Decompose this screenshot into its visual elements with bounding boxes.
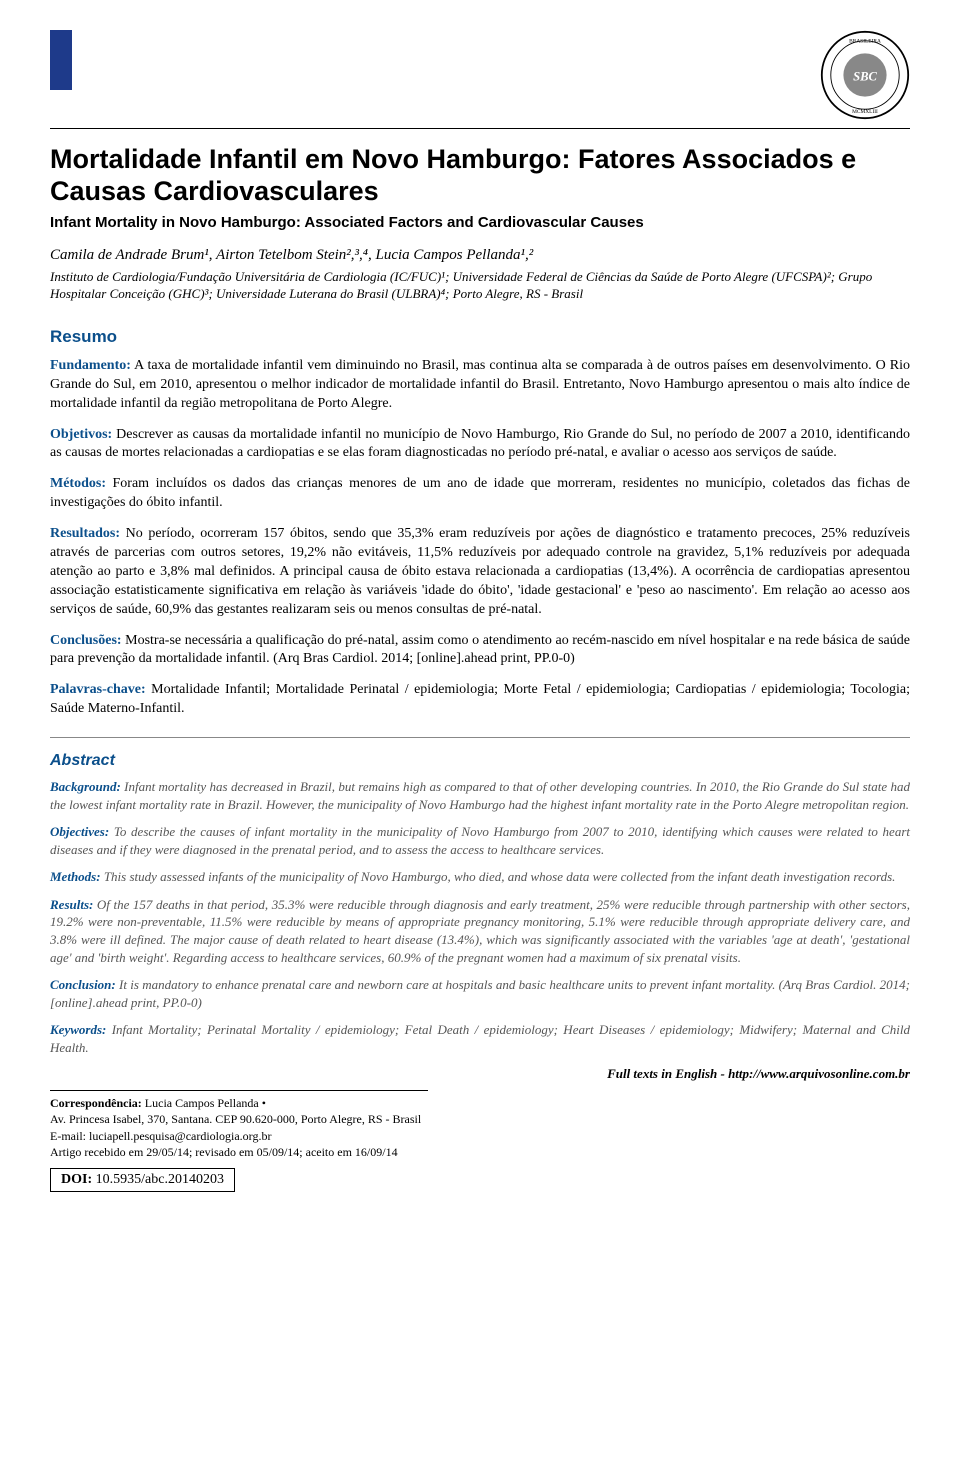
correspondence-email-line: E-mail: luciapell.pesquisa@cardiologia.o… <box>50 1128 910 1144</box>
correspondence-name: Lucia Campos Pellanda • <box>142 1096 266 1110</box>
metodos-text: Foram incluídos os dados das crianças me… <box>50 476 910 510</box>
svg-text:BRASILEIRA: BRASILEIRA <box>849 39 881 45</box>
resumo-fundamento: Fundamento: A taxa de mortalidade infant… <box>50 357 910 414</box>
email-label: E-mail: <box>50 1129 89 1143</box>
abstract-keywords: Keywords: Infant Mortality; Perinatal Mo… <box>50 1021 910 1056</box>
svg-text:SBC: SBC <box>853 69 877 83</box>
fundamento-text: A taxa de mortalidade infantil vem dimin… <box>50 358 910 411</box>
correspondence-address: Av. Princesa Isabel, 370, Santana. CEP 9… <box>50 1111 910 1127</box>
abstract-heading: Abstract <box>50 752 910 770</box>
objectives-label: Objectives: <box>50 824 109 839</box>
abstract-section: Abstract Background: Infant mortality ha… <box>50 752 910 1056</box>
abstract-conclusion: Conclusion: It is mandatory to enhance p… <box>50 976 910 1011</box>
conclusion-text: It is mandatory to enhance prenatal care… <box>50 977 910 1010</box>
metodos-label: Métodos: <box>50 476 106 491</box>
resumo-palavras-chave: Palavras-chave: Mortalidade Infantil; Mo… <box>50 681 910 719</box>
palavras-label: Palavras-chave: <box>50 682 146 697</box>
doi-label: DOI: <box>61 1172 92 1187</box>
resumo-heading: Resumo <box>50 327 910 347</box>
methods-text: This study assessed infants of the munic… <box>101 869 896 884</box>
resumo-objetivos: Objetivos: Descrever as causas da mortal… <box>50 426 910 464</box>
abstract-results: Results: Of the 157 deaths in that perio… <box>50 896 910 966</box>
article-title-en: Infant Mortality in Novo Hamburgo: Assoc… <box>50 214 910 231</box>
abstract-methods: Methods: This study assessed infants of … <box>50 868 910 886</box>
full-texts-link-line: Full texts in English - http://www.arqui… <box>50 1066 910 1082</box>
section-divider <box>50 737 910 738</box>
resultados-text: No período, ocorreram 157 óbitos, sendo … <box>50 526 910 617</box>
affiliations-line: Instituto de Cardiologia/Fundação Univer… <box>50 268 910 303</box>
abstract-objectives: Objectives: To describe the causes of in… <box>50 823 910 858</box>
objetivos-label: Objetivos: <box>50 427 112 442</box>
correspondence-dates: Artigo recebido em 29/05/14; revisado em… <box>50 1144 910 1160</box>
palavras-text: Mortalidade Infantil; Mortalidade Perina… <box>50 682 910 716</box>
correspondence-block: Correspondência: Lucia Campos Pellanda •… <box>50 1095 910 1160</box>
results-text: Of the 157 deaths in that period, 35.3% … <box>50 897 910 965</box>
doi-box: DOI: 10.5935/abc.20140203 <box>50 1168 235 1192</box>
doi-value: 10.5935/abc.20140203 <box>92 1172 224 1187</box>
objectives-text: To describe the causes of infant mortali… <box>50 824 910 857</box>
objetivos-text: Descrever as causas da mortalidade infan… <box>50 427 910 461</box>
sbc-seal-icon: BRASILEIRA MCMXLIII SBC <box>820 30 910 120</box>
conclusion-label: Conclusion: <box>50 977 116 992</box>
abstract-background: Background: Infant mortality has decreas… <box>50 778 910 813</box>
background-text: Infant mortality has decreased in Brazil… <box>50 779 910 812</box>
svg-text:MCMXLIII: MCMXLIII <box>852 109 878 115</box>
resumo-section: Resumo Fundamento: A taxa de mortalidade… <box>50 327 910 719</box>
methods-label: Methods: <box>50 869 101 884</box>
journal-tab-marker <box>50 30 72 90</box>
resumo-metodos: Métodos: Foram incluídos os dados das cr… <box>50 475 910 513</box>
header-bar: BRASILEIRA MCMXLIII SBC <box>50 30 910 120</box>
conclusoes-label: Conclusões: <box>50 633 122 648</box>
keywords-label: Keywords: <box>50 1022 106 1037</box>
resumo-resultados: Resultados: No período, ocorreram 157 ób… <box>50 525 910 619</box>
conclusoes-text: Mostra-se necessária a qualificação do p… <box>50 633 910 667</box>
resultados-label: Resultados: <box>50 526 120 541</box>
results-label: Results: <box>50 897 93 912</box>
footer-rule <box>50 1090 428 1091</box>
correspondence-label: Correspondência: <box>50 1096 142 1110</box>
background-label: Background: <box>50 779 121 794</box>
keywords-text: Infant Mortality; Perinatal Mortality / … <box>50 1022 910 1055</box>
resumo-conclusoes: Conclusões: Mostra-se necessária a quali… <box>50 632 910 670</box>
authors-line: Camila de Andrade Brum¹, Airton Tetelbom… <box>50 247 910 264</box>
correspondence-name-line: Correspondência: Lucia Campos Pellanda • <box>50 1095 910 1111</box>
fundamento-label: Fundamento: <box>50 358 131 373</box>
email-value: luciapell.pesquisa@cardiologia.org.br <box>89 1129 271 1143</box>
article-title-pt: Mortalidade Infantil em Novo Hamburgo: F… <box>50 143 910 208</box>
title-rule <box>50 128 910 129</box>
